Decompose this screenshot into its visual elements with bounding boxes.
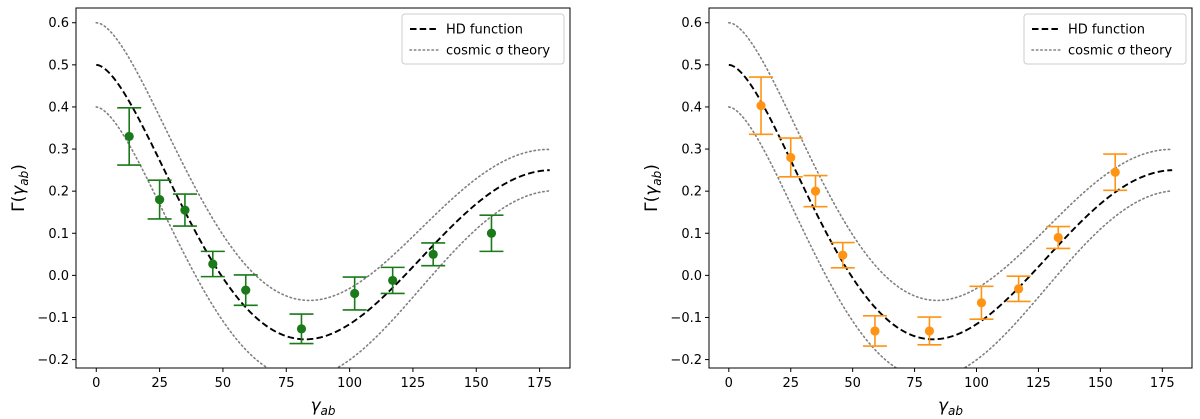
- axes-frame: [708, 7, 1193, 369]
- data-marker: [924, 326, 935, 336]
- data-point-0: [117, 106, 142, 166]
- x-tick-label: 125: [401, 376, 426, 391]
- y-tick-label: 0.4: [48, 100, 69, 115]
- x-tick-label: 25: [151, 376, 168, 391]
- x-tick-label: 50: [844, 376, 861, 391]
- y-tick-label: 0.4: [681, 100, 702, 115]
- legend-label: HD function: [1068, 23, 1145, 38]
- data-marker: [976, 298, 987, 308]
- x-tick-label: 75: [278, 376, 295, 391]
- data-marker: [124, 131, 134, 142]
- data-marker: [838, 250, 848, 260]
- data-point-5: [917, 316, 942, 346]
- data-marker: [155, 194, 165, 205]
- data-point-4: [233, 274, 258, 307]
- y-tick-label: 0.0: [48, 269, 69, 284]
- y-axis-label: Γ(γab): [642, 164, 664, 212]
- data-marker: [1053, 232, 1063, 243]
- y-tick-label: 0.3: [681, 143, 702, 158]
- data-marker: [756, 101, 766, 111]
- y-tick-label: 0.2: [681, 185, 702, 200]
- data-marker: [180, 205, 190, 215]
- legend: HD function cosmic σ theory: [1023, 13, 1187, 65]
- x-tick-label: 175: [1150, 376, 1175, 391]
- legend-label: cosmic σ theory: [446, 44, 550, 59]
- chart-panel-right: 0 25 50 75 100 125 150 175 −0.2 −0.1 0.0 0.1 0.2 0.3 0…: [642, 7, 1193, 418]
- y-tick-label: 0.6: [681, 16, 702, 31]
- x-tick-label: 0: [92, 376, 100, 391]
- legend: HD function cosmic σ theory: [401, 13, 565, 65]
- y-tick-label: −0.1: [670, 311, 702, 326]
- x-tick-label: 150: [1088, 376, 1113, 391]
- x-tick-label: 175: [527, 376, 552, 391]
- data-point-8: [421, 242, 446, 267]
- data-marker: [870, 326, 880, 336]
- y-tick-label: −0.2: [670, 353, 702, 368]
- x-axis-label: γab: [310, 396, 335, 418]
- data-point-1: [147, 179, 172, 220]
- y-tick-label: 0.5: [681, 58, 702, 73]
- data-point-7: [1006, 275, 1031, 303]
- y-tick-label: −0.2: [37, 353, 69, 368]
- sigma-lower-curve: [95, 106, 551, 368]
- sigma-lower-curve: [728, 106, 1173, 368]
- data-point-7: [380, 266, 405, 295]
- chart-panel-left: 0 25 50 75 100 125 150 175 −0.2 −0.1 0.0 0.1 0.2 0.3 0…: [9, 7, 571, 418]
- x-tick-label: 25: [782, 376, 799, 391]
- data-point-9: [1103, 153, 1128, 192]
- legend-box: [401, 13, 565, 65]
- y-tick-label: 0.1: [681, 227, 702, 242]
- data-point-9: [479, 214, 504, 253]
- data-marker: [428, 249, 438, 259]
- data-point-6: [342, 276, 367, 311]
- data-marker: [786, 152, 796, 163]
- data-marker: [1110, 167, 1120, 177]
- y-tick-label: 0.1: [48, 227, 69, 242]
- x-tick-label: 50: [215, 376, 232, 391]
- data-marker: [486, 228, 497, 238]
- hd-curve: [728, 63, 1173, 341]
- data-point-6: [969, 285, 994, 320]
- hd-curve: [96, 63, 550, 341]
- data-marker: [208, 259, 218, 269]
- x-axis-label: γab: [938, 396, 963, 418]
- data-marker: [388, 275, 398, 286]
- legend-label: cosmic σ theory: [1068, 44, 1172, 59]
- x-tick-label: 75: [906, 376, 923, 391]
- data-marker: [1014, 284, 1024, 294]
- sigma-upper-curve: [728, 21, 1173, 302]
- y-tick-label: 0.3: [48, 143, 69, 158]
- data-point-5: [289, 313, 314, 345]
- x-tick-label: 100: [964, 376, 989, 391]
- data-point-2: [172, 193, 197, 227]
- data-point-4: [862, 314, 887, 347]
- x-tick-label: 125: [1026, 376, 1051, 391]
- data-marker: [810, 186, 821, 196]
- y-tick-label: −0.1: [37, 311, 69, 326]
- x-tick-label: 100: [337, 376, 362, 391]
- y-tick-label: 0.5: [48, 58, 69, 73]
- y-tick-label: 0.2: [48, 185, 69, 200]
- legend-label: HD function: [446, 23, 523, 38]
- data-point-2: [803, 174, 828, 208]
- y-tick-label: 0.0: [681, 269, 702, 284]
- data-point-3: [200, 250, 225, 278]
- y-axis-label: Γ(γab): [9, 164, 31, 212]
- data-marker: [296, 324, 307, 334]
- data-marker: [350, 288, 360, 299]
- legend-box: [1023, 13, 1187, 65]
- axes-frame: [75, 7, 571, 369]
- data-point-0: [749, 76, 774, 136]
- y-tick-label: 0.6: [48, 16, 69, 31]
- x-tick-label: 150: [464, 376, 489, 391]
- x-tick-label: 0: [725, 376, 733, 391]
- data-marker: [241, 285, 251, 295]
- data-point-3: [830, 241, 855, 269]
- data-point-1: [778, 137, 803, 178]
- data-point-8: [1046, 225, 1071, 250]
